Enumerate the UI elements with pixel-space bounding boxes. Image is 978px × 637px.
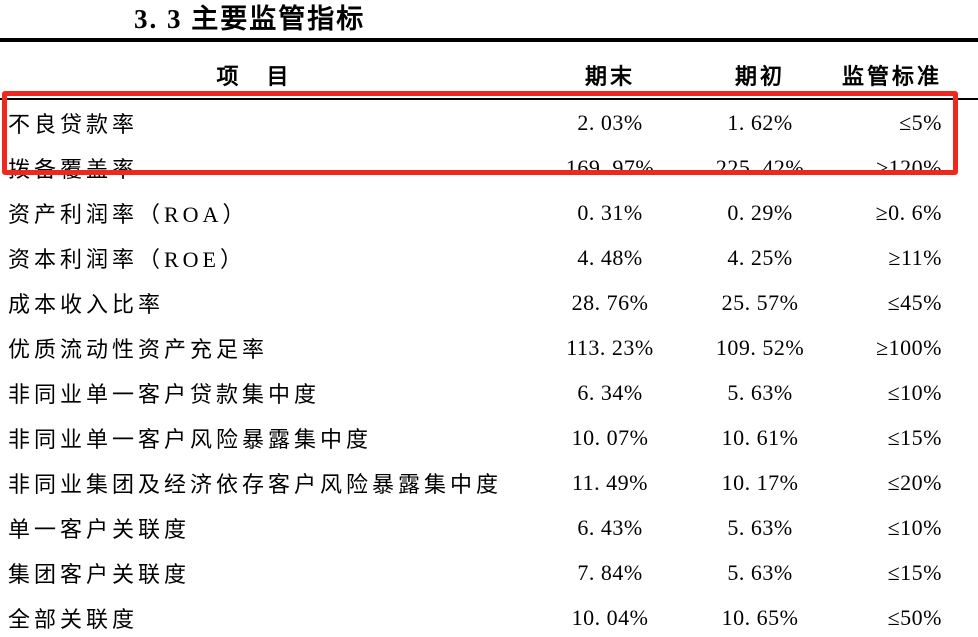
row-item-label: 拨备覆盖率 bbox=[8, 156, 139, 182]
row-begin-value: 109. 52% bbox=[715, 334, 805, 360]
row-standard-value: ≥11% bbox=[888, 244, 942, 270]
row-begin-value: 10. 61% bbox=[721, 424, 799, 450]
row-end-value: 169. 97% bbox=[565, 154, 655, 180]
indicators-table: 项 目 期末 期初 监管标准 不良贷款率 2. 03% 1. 62% ≤5% 拨… bbox=[0, 38, 978, 637]
row-standard-value: ≥120% bbox=[876, 154, 942, 180]
table-row: 单一客户关联度 6. 43% 5. 63% ≤10% bbox=[0, 505, 978, 550]
table-row: 资本利润率（ROE） 4. 48% 4. 25% ≥11% bbox=[0, 235, 978, 280]
row-standard-value: ≤50% bbox=[887, 604, 942, 630]
row-item-label: 资本利润率（ROE） bbox=[8, 246, 247, 272]
row-item-label: 全部关联度 bbox=[8, 606, 139, 632]
row-begin-value: 5. 63% bbox=[727, 559, 793, 585]
row-standard-value: ≤20% bbox=[887, 469, 942, 495]
table-row: 全部关联度 10. 04% 10. 65% ≤50% bbox=[0, 595, 978, 637]
row-item-label: 成本收入比率 bbox=[8, 291, 165, 317]
row-item-label: 优质流动性资产充足率 bbox=[8, 336, 269, 362]
table-row: 非同业集团及经济依存客户风险暴露集中度 11. 49% 10. 17% ≤20% bbox=[0, 460, 978, 505]
row-standard-value: ≤15% bbox=[887, 424, 942, 450]
row-begin-value: 25. 57% bbox=[721, 289, 799, 315]
row-item-label: 集团客户关联度 bbox=[8, 561, 191, 587]
table-row: 资产利润率（ROA） 0. 31% 0. 29% ≥0. 6% bbox=[0, 190, 978, 235]
row-begin-value: 4. 25% bbox=[727, 244, 793, 270]
row-end-value: 6. 34% bbox=[577, 379, 643, 405]
row-begin-value: 5. 63% bbox=[727, 379, 793, 405]
table-row: 集团客户关联度 7. 84% 5. 63% ≤15% bbox=[0, 550, 978, 595]
row-item-label: 单一客户关联度 bbox=[8, 516, 191, 542]
row-end-value: 11. 49% bbox=[571, 469, 648, 495]
column-header-end: 期末 bbox=[500, 40, 690, 100]
table-row: 非同业单一客户风险暴露集中度 10. 07% 10. 61% ≤15% bbox=[0, 415, 978, 460]
row-end-value: 28. 76% bbox=[571, 289, 649, 315]
row-standard-value: ≤10% bbox=[887, 379, 942, 405]
row-begin-value: 0. 29% bbox=[727, 199, 793, 225]
column-header-begin: 期初 bbox=[690, 40, 830, 100]
table-row: 成本收入比率 28. 76% 25. 57% ≤45% bbox=[0, 280, 978, 325]
table-body: 不良贷款率 2. 03% 1. 62% ≤5% 拨备覆盖率 169. 97% 2… bbox=[0, 99, 978, 637]
table-row: 拨备覆盖率 169. 97% 225. 42% ≥120% bbox=[0, 145, 978, 190]
section-title: 3. 3 主要监管指标 bbox=[134, 4, 366, 34]
row-standard-value: ≥100% bbox=[876, 334, 942, 360]
row-begin-value: 10. 65% bbox=[721, 604, 799, 630]
row-end-value: 0. 31% bbox=[577, 199, 643, 225]
row-end-value: 2. 03% bbox=[577, 109, 643, 135]
row-end-value: 6. 43% bbox=[577, 514, 643, 540]
row-begin-value: 5. 63% bbox=[727, 514, 793, 540]
row-end-value: 7. 84% bbox=[577, 559, 643, 585]
table-row: 非同业单一客户贷款集中度 6. 34% 5. 63% ≤10% bbox=[0, 370, 978, 415]
row-item-label: 不良贷款率 bbox=[8, 111, 139, 137]
row-item-label: 非同业单一客户风险暴露集中度 bbox=[8, 426, 373, 452]
table-row: 优质流动性资产充足率 113. 23% 109. 52% ≥100% bbox=[0, 325, 978, 370]
row-item-label: 非同业单一客户贷款集中度 bbox=[8, 381, 321, 407]
row-end-value: 113. 23% bbox=[566, 334, 654, 360]
column-header-item: 项 目 bbox=[0, 40, 500, 100]
row-standard-value: ≥0. 6% bbox=[875, 199, 942, 225]
row-begin-value: 10. 17% bbox=[721, 469, 799, 495]
row-standard-value: ≤5% bbox=[899, 109, 942, 135]
row-end-value: 4. 48% bbox=[577, 244, 643, 270]
table-header-row: 项 目 期末 期初 监管标准 bbox=[0, 40, 978, 100]
row-item-label: 资产利润率（ROA） bbox=[8, 201, 249, 227]
column-header-standard: 监管标准 bbox=[830, 40, 978, 100]
row-end-value: 10. 04% bbox=[571, 604, 649, 630]
row-item-label: 非同业集团及经济依存客户风险暴露集中度 bbox=[8, 471, 500, 497]
row-begin-value: 1. 62% bbox=[727, 109, 793, 135]
row-end-value: 10. 07% bbox=[571, 424, 649, 450]
row-standard-value: ≤10% bbox=[887, 514, 942, 540]
table-row: 不良贷款率 2. 03% 1. 62% ≤5% bbox=[0, 99, 978, 145]
row-standard-value: ≤45% bbox=[887, 289, 942, 315]
row-standard-value: ≤15% bbox=[887, 559, 942, 585]
row-begin-value: 225. 42% bbox=[715, 154, 805, 180]
